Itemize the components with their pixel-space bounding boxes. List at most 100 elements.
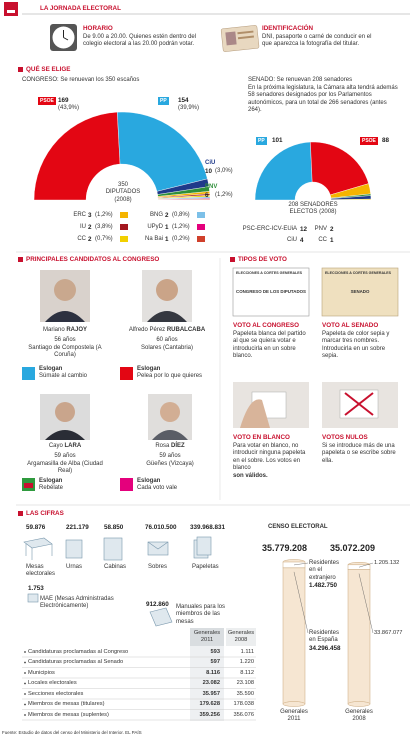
figure-label: Manuales para los miembros de las mesas [176, 604, 226, 625]
section-header: PRINCIPALES CANDIDATOS AL CONGRESO [18, 256, 159, 263]
logo [4, 2, 18, 16]
ballot-header: ELECCIONES A CORTES GENERALES [325, 271, 392, 275]
slogan: Cada voto vale [137, 485, 178, 491]
slogan-label: Eslogan [39, 478, 63, 484]
table-row-label: Candidaturas proclamadas al Senado [28, 659, 124, 665]
vote-photos [233, 382, 398, 428]
candidate-birthplace: Güeñes (Vizcaya) [146, 461, 194, 467]
leader-line [358, 573, 374, 634]
vote-share: (1,2%) [172, 224, 190, 230]
leader-line [293, 571, 309, 634]
party-logo: PSOE [360, 137, 378, 145]
seat-count: 2 [88, 236, 92, 243]
segment-value: 33.867.077 [374, 630, 403, 636]
section-title: IDENTIFICACIÓN [262, 25, 314, 32]
ballot-cards [232, 267, 399, 317]
bullet [24, 682, 26, 685]
candidate-birthplace: Argamasilla de Alba (Ciudad Real) [27, 461, 103, 475]
header-title: LA JORNADA ELECTORAL [40, 5, 121, 12]
segment-label: Residentes en España [309, 630, 340, 644]
candidate-age: 59 años [159, 453, 181, 459]
candidate-name: Mariano RAJOY [20, 327, 110, 334]
table-header-bg [226, 628, 256, 646]
party-name: CiU [287, 237, 297, 243]
candidate-name: Rosa DÍEZ [125, 443, 215, 450]
figure-label: Sobres [148, 564, 168, 570]
slogan-label: Eslogan [137, 478, 161, 484]
slogan-label: Eslogan [39, 366, 63, 372]
seat-count: 2 [330, 226, 334, 233]
id-card-icon [220, 25, 260, 52]
table-cell: 356.076 [233, 711, 254, 718]
table-cell: 593 [210, 648, 221, 655]
segment-label: Residentes en el extranjero [309, 560, 340, 581]
census-total: 35.072.209 [330, 543, 376, 553]
table-column-header: Generales 2011 [193, 630, 221, 643]
seat-segment [310, 141, 369, 196]
bullet [24, 661, 26, 664]
bullet [24, 651, 26, 653]
party-logo: PSOE [38, 97, 56, 105]
ballot-body: SENADO [350, 289, 370, 294]
source-note: Fuente: Estudio de datos del censo del M… [2, 730, 142, 735]
vote-share: (1,2%) [215, 192, 233, 198]
chart-center-label: 350 DIPUTADOS (2008) [105, 182, 141, 203]
candidate-age: 56 años [54, 337, 76, 343]
seat-count: 1 [330, 237, 334, 244]
table-cell: 8.112 [240, 669, 254, 676]
vote-type-emphasis: son válidos. [233, 473, 268, 479]
section-header: QUÉ SE ELIGE [18, 66, 70, 73]
segment-value: 1.205.132 [374, 560, 400, 566]
seat-count: 4 [300, 237, 304, 244]
last-name: RUBALCABA [166, 327, 206, 333]
figure-label: Cabinas [104, 564, 127, 570]
leader-line [358, 562, 374, 568]
seat-count: 1 [165, 236, 169, 243]
ballot-body: CONGRESO DE LOS DIPUTADOS [236, 289, 306, 294]
table-cell: 35.957 [202, 690, 220, 697]
section-header: TIPOS DE VOTO [230, 256, 287, 263]
party-name: ERC [73, 212, 86, 218]
table-cell: 23.082 [202, 680, 220, 686]
candidate-birthplace: Santiago de Compostela (A Coruña) [28, 345, 102, 359]
vote-share: (43,9%) [58, 105, 80, 111]
slogan: Pelea por lo que quieres [137, 373, 203, 379]
seat-count: 2 [88, 224, 92, 231]
party-swatch [197, 212, 205, 218]
party-swatch [120, 224, 128, 230]
vote-type-title: VOTOS NULOS [322, 434, 368, 441]
table-cell: 1.220 [239, 659, 254, 665]
slogan: Súmate al cambio [39, 373, 88, 379]
bullet [24, 703, 26, 706]
vote-share: (3,8%) [95, 224, 113, 230]
vote-type-text: Para votar en blanco, no introducir ning… [233, 443, 306, 472]
candidate-birthplace: Solares (Cantabria) [140, 345, 194, 351]
table-cell: 23.108 [236, 680, 254, 686]
leader-line [293, 562, 309, 566]
vote-type-text: Papeleta de color sepia y marcar tres no… [322, 331, 390, 360]
table-column-header: Generales 2008 [227, 630, 255, 643]
party-swatch [120, 212, 128, 218]
bar-base [282, 701, 306, 707]
census-bar [347, 569, 371, 705]
seat-count: 2 [165, 212, 169, 219]
seat-segment [117, 111, 208, 192]
party-logo: PP [158, 97, 169, 105]
bullet [24, 672, 26, 674]
figure-number: 59.876 [26, 524, 46, 531]
seat-segment [330, 198, 372, 201]
party-name: UPyD [147, 224, 163, 230]
chart-title: CENSO ELECTORAL [268, 524, 328, 530]
candidate-age: 59 años [54, 453, 76, 459]
figure-label: Papeletas [192, 564, 219, 570]
logo-mark [7, 10, 15, 13]
figure-number: 912.860 [146, 601, 169, 608]
table-cell: 35.590 [236, 690, 254, 697]
vote-type-title: VOTO EN BLANCO [233, 434, 290, 441]
party-swatch [197, 236, 205, 242]
seat-segment [157, 199, 211, 201]
first-name: Alfredo Pérez [128, 327, 166, 333]
segment-value: 1.482.750 [309, 582, 338, 589]
clock-icon [50, 24, 77, 51]
seat-segment [33, 111, 121, 201]
